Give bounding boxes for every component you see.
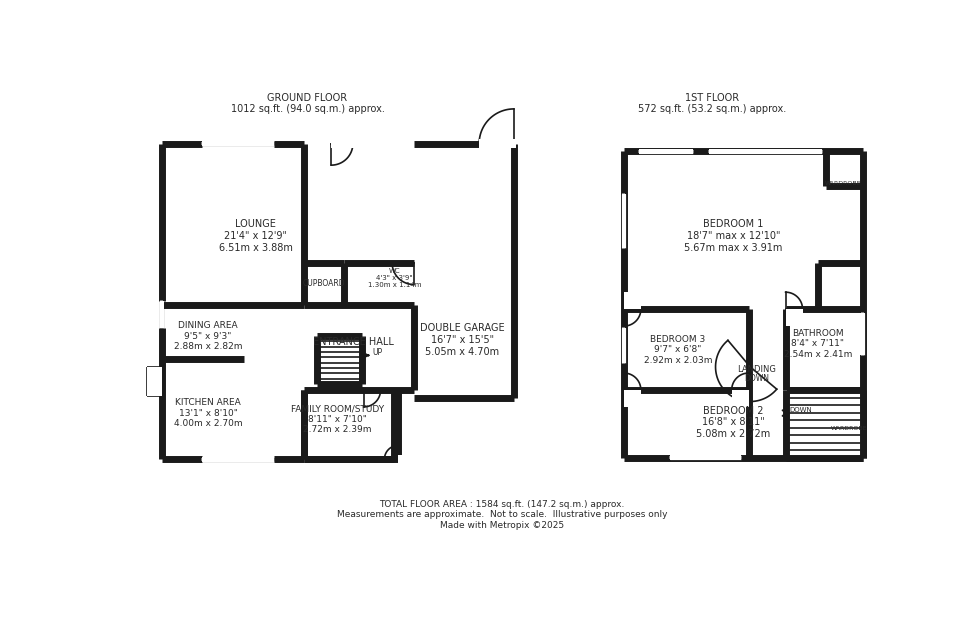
- Text: WARDROBE: WARDROBE: [830, 426, 867, 431]
- Bar: [860, 313, 865, 355]
- Text: GROUND FLOOR
1012 sq.ft. (94.0 sq.m.) approx.: GROUND FLOOR 1012 sq.ft. (94.0 sq.m.) ap…: [230, 93, 384, 115]
- Bar: [318, 336, 363, 384]
- Bar: [709, 149, 822, 154]
- Bar: [732, 390, 749, 407]
- Text: LANDING: LANDING: [737, 365, 776, 374]
- Text: ENTRANCE HALL: ENTRANCE HALL: [314, 337, 394, 347]
- Text: WARDROBE: WARDROBE: [825, 181, 861, 186]
- Bar: [202, 457, 273, 462]
- Text: DOWN: DOWN: [790, 407, 812, 413]
- Bar: [147, 367, 162, 396]
- Text: BEDROOM 3
9'7" x 6'8"
2.92m x 2.03m: BEDROOM 3 9'7" x 6'8" 2.92m x 2.03m: [644, 335, 712, 365]
- Bar: [160, 301, 165, 329]
- Bar: [398, 455, 414, 464]
- Bar: [479, 139, 516, 148]
- Text: DINING AREA
9'5" x 9'3"
2.88m x 2.82m: DINING AREA 9'5" x 9'3" 2.88m x 2.82m: [173, 321, 242, 351]
- Text: UP: UP: [372, 348, 382, 357]
- Bar: [621, 194, 626, 248]
- Bar: [624, 292, 641, 309]
- Text: LOUNGE
21'4" x 12'9"
6.51m x 3.88m: LOUNGE 21'4" x 12'9" 6.51m x 3.88m: [219, 219, 293, 253]
- Text: TOTAL FLOOR AREA : 1584 sq.ft. (147.2 sq.m.) approx.
Measurements are approximat: TOTAL FLOOR AREA : 1584 sq.ft. (147.2 sq…: [337, 500, 667, 530]
- Bar: [639, 149, 693, 154]
- Bar: [670, 456, 741, 460]
- Text: BEDROOM 1
18'7" max x 12'10"
5.67m max x 3.91m: BEDROOM 1 18'7" max x 12'10" 5.67m max x…: [684, 219, 782, 253]
- Bar: [621, 329, 626, 363]
- Text: FAMILY ROOM/STUDY
8'11" x 7'10"
2.72m x 2.39m: FAMILY ROOM/STUDY 8'11" x 7'10" 2.72m x …: [291, 404, 384, 434]
- Bar: [624, 390, 641, 407]
- Text: DOWN: DOWN: [744, 374, 769, 383]
- Text: KITCHEN AREA
13'1" x 8'10"
4.00m x 2.70m: KITCHEN AREA 13'1" x 8'10" 4.00m x 2.70m: [173, 398, 242, 428]
- Bar: [202, 141, 273, 146]
- Bar: [786, 390, 862, 457]
- Text: BATHROOM
8'4" x 7'11"
2.54m x 2.41m: BATHROOM 8'4" x 7'11" 2.54m x 2.41m: [784, 329, 853, 358]
- Bar: [786, 309, 803, 326]
- Bar: [331, 139, 355, 148]
- Text: CUPBOARD: CUPBOARD: [302, 279, 345, 288]
- Text: BEDROOM 2
16'8" x 8'11"
5.08m x 2.72m: BEDROOM 2 16'8" x 8'11" 5.08m x 2.72m: [696, 405, 770, 439]
- Text: 1ST FLOOR
572 sq.ft. (53.2 sq.m.) approx.: 1ST FLOOR 572 sq.ft. (53.2 sq.m.) approx…: [638, 93, 786, 115]
- Text: DOUBLE GARAGE
16'7" x 15'5"
5.05m x 4.70m: DOUBLE GARAGE 16'7" x 15'5" 5.05m x 4.70…: [419, 323, 505, 357]
- Text: WC
4'3" x 3'9"
1.30m x 1.14m: WC 4'3" x 3'9" 1.30m x 1.14m: [368, 268, 421, 288]
